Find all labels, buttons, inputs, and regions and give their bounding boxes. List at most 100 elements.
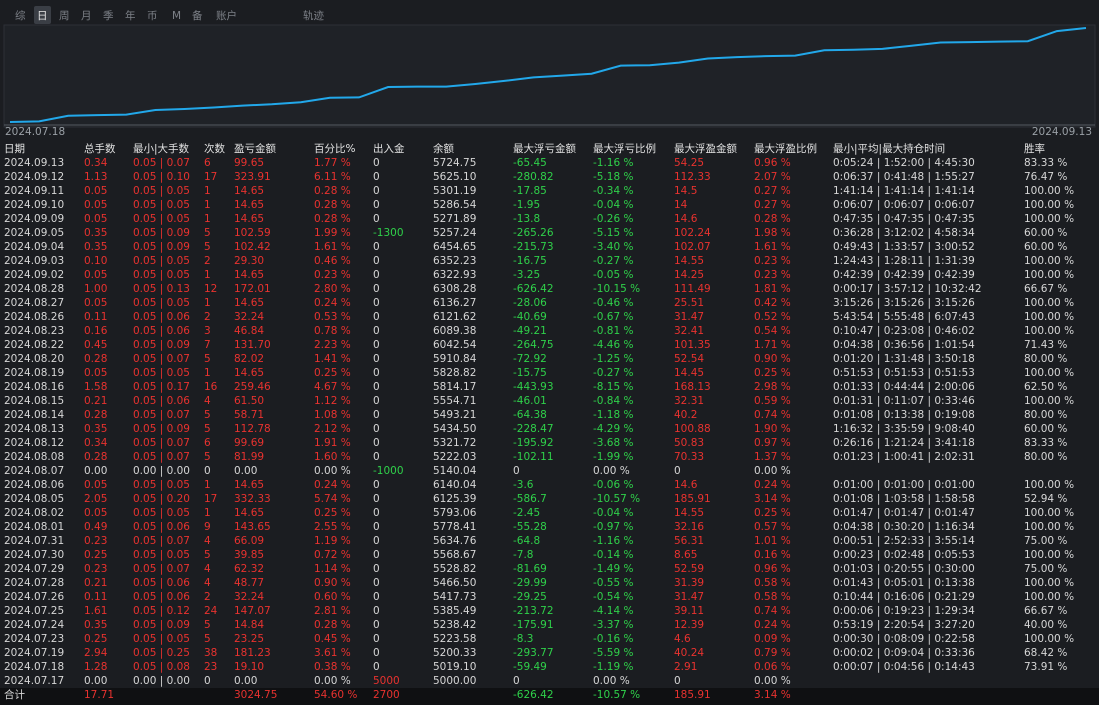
table-cell: 5828.82: [433, 367, 476, 379]
table-cell: 2.05: [84, 493, 107, 505]
table-cell: 1.71 %: [754, 339, 791, 351]
table-cell: 1.99 %: [314, 227, 351, 239]
table-cell: 0.78 %: [314, 325, 351, 337]
table-cell: 0: [373, 605, 380, 617]
tab[interactable]: 周: [59, 10, 70, 22]
tab[interactable]: 月: [81, 10, 92, 22]
tab[interactable]: 日: [37, 10, 48, 22]
table-cell: 0.25 %: [754, 367, 791, 379]
tab[interactable]: 账户: [216, 9, 237, 22]
table-cell: 0: [373, 241, 380, 253]
table-cell: 100.00 %: [1024, 199, 1074, 211]
table-cell: 2.98 %: [754, 381, 791, 393]
table-cell: 1.61 %: [314, 241, 351, 253]
table-cell: 0.05 | 0.07: [133, 535, 190, 547]
table-cell: 0.11: [84, 311, 107, 323]
table-cell: 6322.93: [433, 269, 476, 281]
table-cell: 147.07: [234, 605, 271, 617]
table-cell: 4: [204, 577, 211, 589]
table-cell: 0:36:28 | 3:12:02 | 4:58:34: [833, 227, 975, 239]
row-date: 2024.09.11: [4, 185, 64, 197]
table-cell: 60.00 %: [1024, 227, 1067, 239]
row-date: 2024.08.26: [4, 311, 64, 323]
table-cell: 0: [373, 381, 380, 393]
table-cell: 14.25: [674, 269, 704, 281]
table-cell: -16.75: [513, 255, 547, 267]
table-cell: 0.21: [84, 395, 107, 407]
table-cell: 5724.75: [433, 157, 476, 169]
table-cell: 0.05: [84, 199, 107, 211]
table-cell: 6.11 %: [314, 171, 351, 183]
table-cell: 5793.06: [433, 507, 477, 519]
table-cell: 0.28 %: [314, 199, 351, 211]
tab[interactable]: 年: [125, 9, 136, 22]
table-cell: 31.39: [674, 577, 704, 589]
table-cell: 1: [204, 479, 211, 491]
table-cell: 102.42: [234, 241, 271, 253]
total-cell: 185.91: [674, 689, 711, 701]
table-cell: 0.58 %: [754, 591, 791, 603]
table-cell: 1.01 %: [754, 535, 791, 547]
table-cell: 0: [674, 675, 681, 687]
table-cell: 0.05 | 0.05: [133, 269, 190, 281]
table-cell: 5528.82: [433, 563, 476, 575]
table-cell: 100.00 %: [1024, 395, 1074, 407]
table-cell: 0:00:17 | 3:57:12 | 10:32:42: [833, 283, 982, 295]
table-cell: -3.68 %: [593, 437, 634, 449]
table-cell: 0:00:30 | 0:08:09 | 0:22:58: [833, 633, 975, 645]
table-cell: 70.33: [674, 451, 704, 463]
table-cell: -213.72: [513, 605, 554, 617]
tab[interactable]: 币: [147, 10, 158, 22]
table-cell: 168.13: [674, 381, 711, 393]
table-cell: 1.41 %: [314, 353, 351, 365]
row-date: 2024.08.01: [4, 521, 64, 533]
table-cell: 0: [513, 465, 520, 477]
table-cell: 5222.03: [433, 451, 476, 463]
table-cell: -0.14 %: [593, 549, 634, 561]
table-cell: 80.00 %: [1024, 409, 1067, 421]
table-cell: 2: [204, 255, 211, 267]
table-cell: 0.05 | 0.09: [133, 339, 190, 351]
tab[interactable]: 季: [103, 10, 114, 22]
table-cell: 100.00 %: [1024, 577, 1074, 589]
table-cell: 0: [373, 423, 380, 435]
total-cell: -10.57 %: [593, 689, 640, 701]
tab[interactable]: M: [172, 10, 181, 22]
table-cell: -81.69: [513, 563, 547, 575]
row-date: 2024.07.25: [4, 605, 64, 617]
table-cell: 6308.28: [433, 283, 476, 295]
table-cell: 5778.41: [433, 521, 476, 533]
table-cell: 2: [204, 311, 211, 323]
tab[interactable]: 综: [15, 9, 26, 22]
row-date: 2024.07.29: [4, 563, 64, 575]
table-cell: -46.01: [513, 395, 547, 407]
table-cell: 0.25 %: [754, 507, 791, 519]
table-cell: 4: [204, 535, 211, 547]
table-cell: -1.18 %: [593, 409, 634, 421]
table-cell: 1.08 %: [314, 409, 351, 421]
table-cell: 1.91 %: [314, 437, 351, 449]
x-axis-label: 2024.07.18: [5, 126, 65, 138]
tab[interactable]: 轨迹: [303, 9, 324, 22]
table-cell: -195.92: [513, 437, 554, 449]
row-date: 2024.08.02: [4, 507, 64, 519]
table-cell: 5271.89: [433, 213, 476, 225]
table-cell: 14.6: [674, 213, 698, 225]
table-cell: 5: [204, 353, 211, 365]
table-cell: 0.35: [84, 241, 107, 253]
table-cell: 0.05 | 0.07: [133, 353, 190, 365]
tab[interactable]: 备: [192, 9, 203, 22]
table-cell: 14.65: [234, 269, 264, 281]
row-date: 2024.08.27: [4, 297, 64, 309]
table-cell: 23: [204, 661, 217, 673]
table-cell: 0: [373, 591, 380, 603]
table-cell: 0.79 %: [754, 647, 791, 659]
table-cell: -0.67 %: [593, 311, 634, 323]
table-cell: 7: [204, 339, 211, 351]
row-date: 2024.08.06: [4, 479, 64, 491]
table-cell: 14.65: [234, 297, 264, 309]
table-cell: 75.00 %: [1024, 535, 1067, 547]
table-cell: -0.04 %: [593, 507, 634, 519]
table-cell: 0.38 %: [314, 661, 351, 673]
table-cell: 0:01:00 | 0:01:00 | 0:01:00: [833, 479, 975, 491]
